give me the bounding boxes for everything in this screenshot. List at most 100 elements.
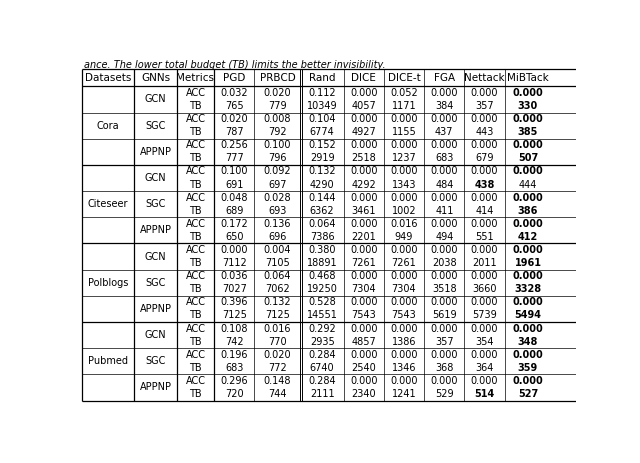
Text: MiBTack: MiBTack [507,73,549,83]
Text: APPNP: APPNP [140,304,172,314]
Text: 386: 386 [518,206,538,216]
Text: 0.064: 0.064 [264,271,291,281]
Text: 385: 385 [518,127,538,137]
Text: 0.000: 0.000 [431,166,458,176]
Text: TB: TB [189,180,202,189]
Text: TB: TB [189,101,202,111]
Text: 0.112: 0.112 [308,88,336,98]
Text: 0.000: 0.000 [390,166,418,176]
Text: 0.284: 0.284 [308,350,336,360]
Text: GCN: GCN [145,330,166,340]
Text: 0.000: 0.000 [513,219,543,229]
Text: 779: 779 [268,101,287,111]
Text: 2935: 2935 [310,337,335,347]
Text: 0.000: 0.000 [513,193,543,203]
Text: 444: 444 [519,180,537,189]
Text: 0.092: 0.092 [264,166,291,176]
Text: 0.052: 0.052 [390,88,418,98]
Text: 0.000: 0.000 [350,193,378,203]
Text: 0.396: 0.396 [220,297,248,307]
Text: 0.000: 0.000 [431,219,458,229]
Text: TB: TB [189,232,202,242]
Text: 0.000: 0.000 [471,140,499,150]
Text: 4290: 4290 [310,180,335,189]
Text: 0.000: 0.000 [513,245,543,255]
Text: GCN: GCN [145,173,166,183]
Text: 18891: 18891 [307,258,337,268]
Text: 7125: 7125 [265,310,290,320]
Text: SGC: SGC [145,121,166,131]
Text: TB: TB [189,284,202,294]
Text: 0.284: 0.284 [308,376,336,386]
Text: 0.000: 0.000 [350,271,378,281]
Text: 0.000: 0.000 [431,297,458,307]
Text: 0.000: 0.000 [350,245,378,255]
Text: 2011: 2011 [472,258,497,268]
Text: APPNP: APPNP [140,225,172,235]
Text: APPNP: APPNP [140,147,172,157]
Text: Polblogs: Polblogs [88,278,128,288]
Text: 2038: 2038 [432,258,456,268]
Text: 1002: 1002 [392,206,416,216]
Text: 0.020: 0.020 [264,350,291,360]
Text: 0.000: 0.000 [390,114,418,124]
Text: 0.000: 0.000 [471,297,499,307]
Text: 0.004: 0.004 [264,245,291,255]
Text: 0.016: 0.016 [264,324,291,333]
Text: 414: 414 [476,206,493,216]
Text: 514: 514 [474,389,495,399]
Text: 3660: 3660 [472,284,497,294]
Text: 0.000: 0.000 [350,297,378,307]
Text: 443: 443 [476,127,493,137]
Text: 0.000: 0.000 [471,245,499,255]
Text: 770: 770 [268,337,287,347]
Text: 551: 551 [476,232,494,242]
Text: 2340: 2340 [351,389,376,399]
Text: 0.104: 0.104 [308,114,336,124]
Text: ACC: ACC [186,350,205,360]
Text: Nettack: Nettack [464,73,505,83]
Text: 693: 693 [268,206,287,216]
Text: 0.136: 0.136 [264,219,291,229]
Text: 5619: 5619 [432,310,456,320]
Text: 0.132: 0.132 [264,297,291,307]
Text: 691: 691 [225,180,243,189]
Text: APPNP: APPNP [140,382,172,393]
Text: 720: 720 [225,389,244,399]
Text: 359: 359 [518,363,538,373]
Text: 1961: 1961 [515,258,541,268]
Text: 1155: 1155 [392,127,417,137]
Text: 10349: 10349 [307,101,337,111]
Text: ACC: ACC [186,271,205,281]
Text: 2518: 2518 [351,153,376,163]
Text: 0.000: 0.000 [513,88,543,98]
Text: 411: 411 [435,206,453,216]
Text: 683: 683 [435,153,453,163]
Text: GNNs: GNNs [141,73,170,83]
Text: PRBCD: PRBCD [260,73,296,83]
Text: 744: 744 [268,389,287,399]
Text: 0.196: 0.196 [220,350,248,360]
Text: 354: 354 [476,337,494,347]
Text: 0.132: 0.132 [308,166,336,176]
Text: 0.528: 0.528 [308,297,336,307]
Text: 0.172: 0.172 [220,219,248,229]
Text: TB: TB [189,363,202,373]
Text: 494: 494 [435,232,453,242]
Text: 0.000: 0.000 [513,297,543,307]
Text: ACC: ACC [186,324,205,333]
Text: Rand: Rand [309,73,335,83]
Text: 2540: 2540 [351,363,376,373]
Text: 0.468: 0.468 [308,271,336,281]
Text: 412: 412 [518,232,538,242]
Text: 0.000: 0.000 [431,114,458,124]
Text: 3328: 3328 [515,284,541,294]
Text: 348: 348 [518,337,538,347]
Text: 437: 437 [435,127,454,137]
Text: 6774: 6774 [310,127,335,137]
Text: Cora: Cora [97,121,119,131]
Text: 507: 507 [518,153,538,163]
Text: 0.000: 0.000 [513,271,543,281]
Text: 0.296: 0.296 [220,376,248,386]
Text: 0.000: 0.000 [431,245,458,255]
